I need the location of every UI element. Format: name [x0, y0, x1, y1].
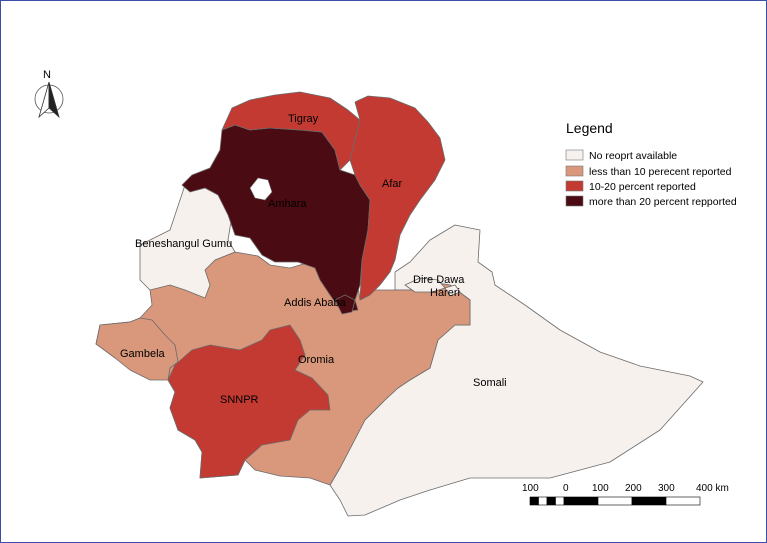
scale-tick-label: 100 [592, 483, 609, 494]
label-amhara: Amhara [268, 198, 307, 210]
scale-tick-label: 0 [563, 483, 569, 494]
label-afar: Afar [382, 178, 403, 190]
legend-title: Legend [566, 120, 613, 136]
legend-swatch-no-report [565, 149, 584, 161]
legend-label-no-report: No reoprt available [589, 150, 677, 162]
legend-swatch-10-20 [565, 180, 584, 192]
label-somali: Somali [473, 377, 507, 389]
north-label: N [43, 69, 51, 81]
scale-bar: 100 0 100 200 300 400 km [522, 483, 729, 506]
north-arrow-icon: N [34, 69, 64, 119]
scale-tick-label: 300 [658, 483, 675, 494]
region-harari [444, 284, 461, 297]
legend-label-10-20: 10-20 percent reported [589, 181, 696, 193]
legend-label-less-10: less than 10 perecent reported [589, 166, 732, 178]
label-gambela: Gambela [120, 348, 166, 360]
label-tigray: Tigray [288, 113, 319, 125]
legend-swatch-more-20 [565, 195, 584, 207]
region-gambela [95, 317, 179, 381]
region-addis-ababa [334, 294, 356, 315]
label-addis-ababa: Addis Ababa [284, 297, 347, 309]
legend-swatch-less-10 [565, 165, 584, 177]
scale-tick-label: 400 km [696, 483, 729, 494]
label-snnpr: SNNPR [220, 394, 259, 406]
legend: Legend No reoprt available less than 10 … [565, 120, 737, 208]
label-harari: Hareri [430, 287, 460, 299]
label-dire-dawa: Dire Dawa [413, 274, 465, 286]
region-snnpr [167, 324, 331, 479]
scale-tick-label: 200 [625, 483, 642, 494]
legend-label-more-20: more than 20 percent repported [589, 196, 737, 208]
scale-tick-label: 100 [522, 483, 539, 494]
label-beneshangul: Beneshangul Gumu [135, 238, 232, 250]
label-oromia: Oromia [298, 354, 335, 366]
region-afar [349, 95, 446, 301]
lake-tana [249, 177, 273, 201]
